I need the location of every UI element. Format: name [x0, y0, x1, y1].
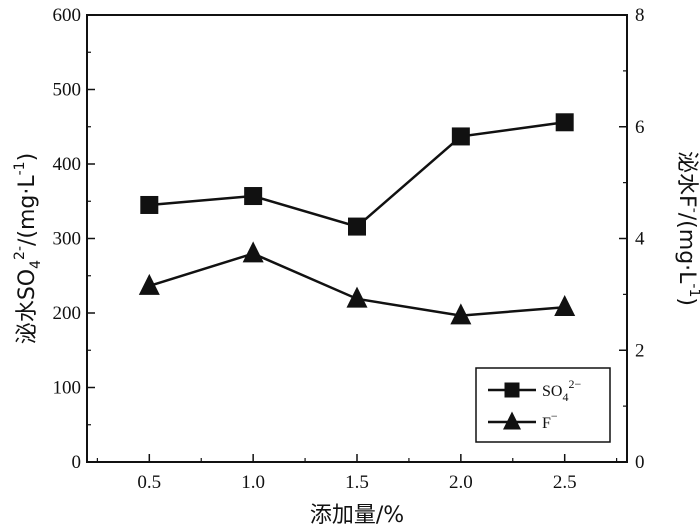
x-axis-label: 添加量/%	[310, 503, 404, 528]
legend-sulfate-sub: 4	[562, 390, 568, 404]
y-right-unit-sup: -1	[686, 283, 700, 297]
y-left-sub: 4	[28, 260, 44, 269]
legend-sulfate-sup: 2−	[568, 377, 581, 391]
y-right-tick-label: 2	[635, 340, 645, 361]
x-tick-label: 2.0	[449, 472, 473, 493]
fluoride-data-point	[346, 286, 368, 308]
y-left-unit-sup: -1	[12, 161, 28, 175]
sulfate-series-line	[149, 121, 565, 228]
legend-triangle-marker	[503, 411, 521, 430]
y-right-close: )	[674, 297, 699, 306]
y-right-sup: -	[686, 208, 700, 213]
y-left-unit: /(mg·L	[15, 175, 40, 246]
y-left-sup: 2-	[12, 246, 28, 260]
y-left-tick-label: 300	[53, 229, 82, 250]
legend-label-fluoride: F−	[542, 409, 558, 432]
sulfate-data-point	[140, 195, 159, 214]
legend-box	[475, 367, 611, 443]
y-axis-label-right: 泌水F-/(mg·L-1)	[674, 151, 700, 306]
series-markers	[138, 113, 576, 325]
legend: SO42− F−	[475, 367, 611, 443]
legend-fluoride-main: F	[542, 415, 551, 432]
fluoride-data-point	[242, 241, 264, 263]
y-right-tick-label: 0	[635, 452, 645, 473]
sulfate-data-point	[244, 187, 263, 206]
fluoride-data-point	[554, 295, 576, 317]
y-left-main: 泌水SO	[15, 269, 40, 344]
y-left-close: )	[15, 153, 40, 162]
axis-ticks	[87, 14, 627, 463]
x-tick-label: 0.5	[137, 472, 161, 493]
y-right-tick-label: 4	[635, 229, 645, 250]
y-left-tick-label: 400	[53, 154, 82, 175]
y-right-tick-label: 6	[635, 117, 645, 138]
fluoride-data-point	[450, 303, 472, 325]
y-left-tick-label: 0	[72, 452, 82, 473]
y-axis-label-left: 泌水SO42-/(mg·L-1)	[12, 153, 44, 344]
legend-square-marker	[504, 382, 520, 398]
y-right-unit: /(mg·L	[674, 213, 699, 284]
x-tick-label: 1.5	[345, 472, 369, 493]
y-right-main: 泌水F	[674, 151, 699, 208]
y-left-tick-label: 100	[53, 378, 82, 399]
legend-fluoride-sup: −	[551, 409, 558, 423]
sulfate-data-point	[555, 113, 574, 132]
axis-tick-labels: 0.5 1.0 1.5 2.0 2.5 0 100 200 300 400 500 600 0 2 4 6 8	[53, 5, 646, 493]
sulfate-data-point	[348, 217, 366, 236]
legend-sulfate-main: SO	[542, 383, 562, 400]
x-tick-label: 1.0	[241, 472, 265, 493]
y-left-tick-label: 600	[53, 5, 82, 26]
y-left-tick-label: 500	[53, 80, 82, 101]
y-left-tick-label: 200	[53, 303, 82, 324]
legend-label-sulfate: SO42−	[542, 377, 581, 404]
x-tick-label: 2.5	[553, 472, 577, 493]
y-right-tick-label: 8	[635, 5, 645, 26]
fluoride-data-point	[138, 273, 160, 295]
sulfate-data-point	[451, 127, 470, 146]
